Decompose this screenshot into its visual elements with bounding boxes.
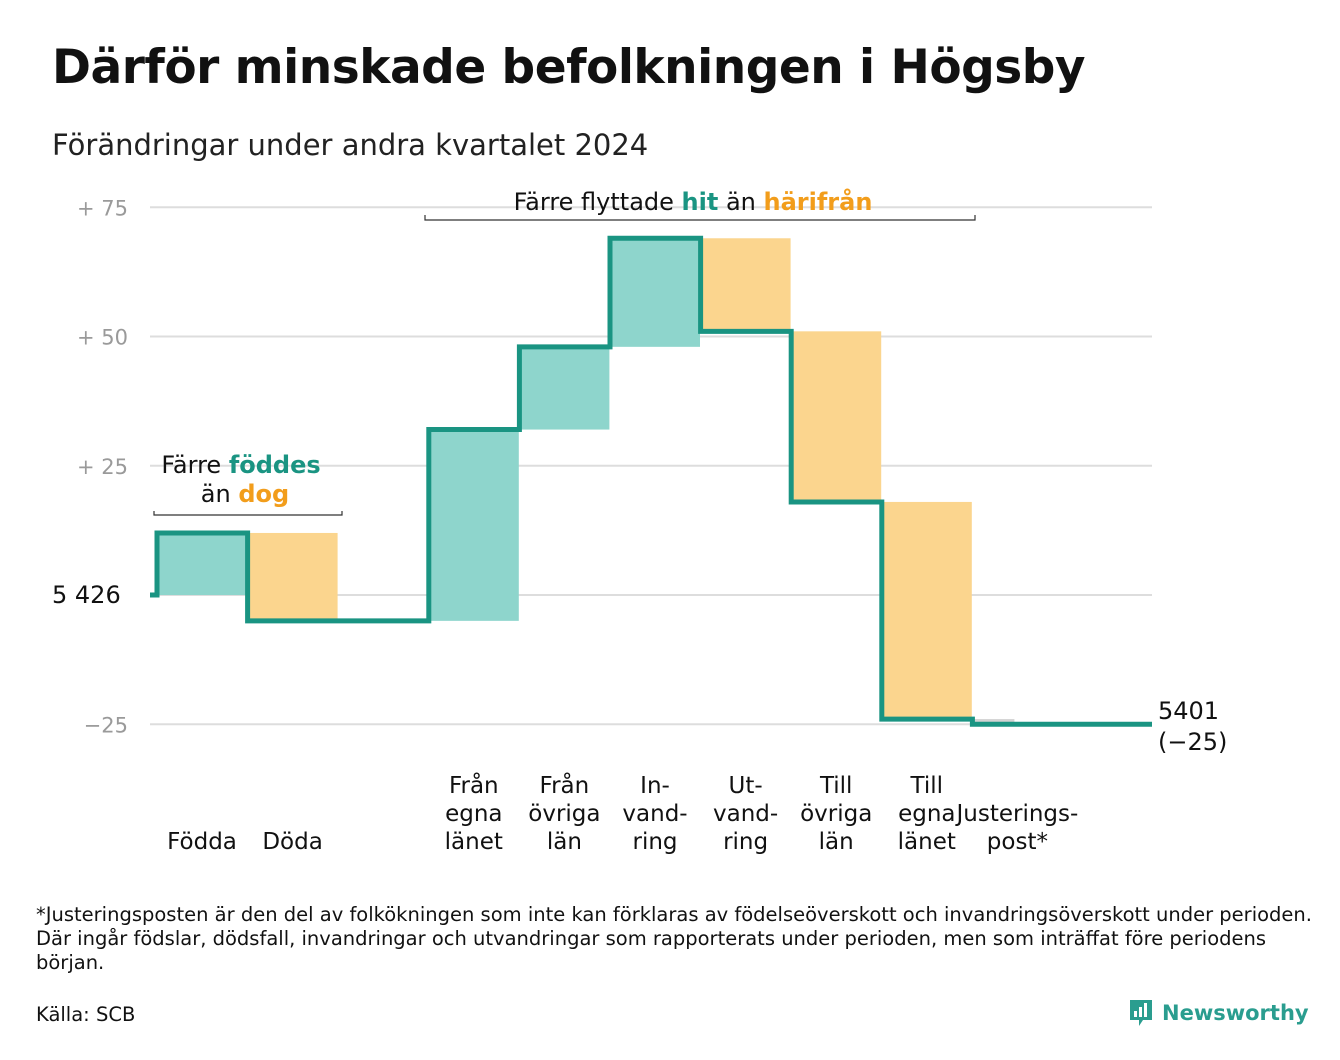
svg-text:Färre föddes: Färre föddes bbox=[161, 451, 320, 479]
bar-6 bbox=[700, 238, 791, 332]
migration-highlight-in: hit bbox=[682, 188, 719, 216]
x-label-7-1: övriga bbox=[800, 801, 872, 827]
bar-3 bbox=[428, 429, 519, 621]
bar-0 bbox=[157, 532, 247, 595]
x-label-8-1: egna bbox=[898, 801, 955, 827]
x-label-8-2: länet bbox=[898, 829, 956, 855]
x-label-5-1: vand- bbox=[622, 801, 687, 827]
x-label-5-2: ring bbox=[632, 829, 677, 855]
svg-text:Färre flyttade hit än härifrån: Färre flyttade hit än härifrån bbox=[514, 187, 873, 216]
cumulative-step-line bbox=[150, 235, 1152, 727]
chart-title: Därför minskade befolkningen i Högsby bbox=[52, 40, 1086, 95]
brand-logo: Newsworthy bbox=[1128, 998, 1309, 1028]
births-annotation-text: Färre bbox=[161, 451, 229, 479]
migration-annotation: Färre flyttade hit än härifrån bbox=[424, 187, 976, 221]
bar-5 bbox=[610, 238, 700, 347]
bar-4 bbox=[519, 346, 610, 430]
x-label-4-1: övriga bbox=[528, 801, 600, 827]
bar-8 bbox=[881, 501, 972, 720]
start-value-label: 5 426 bbox=[52, 581, 121, 609]
bar-1 bbox=[247, 532, 338, 621]
footnote: *Justeringsposten är den del av folkökni… bbox=[36, 903, 1312, 974]
migration-text-a: Färre flyttade bbox=[514, 188, 682, 216]
migration-text-c: än bbox=[718, 188, 763, 216]
y-axis-ticks: + 75 + 50 + 25 −25 bbox=[77, 196, 128, 737]
x-label-8-0: Till bbox=[910, 773, 944, 799]
x-label-9-1: post* bbox=[987, 829, 1048, 855]
x-label-1-0: Döda bbox=[262, 829, 322, 855]
x-label-4-0: Från bbox=[540, 771, 590, 799]
y-tick-label-0: + 75 bbox=[77, 196, 128, 220]
x-label-3-1: egna bbox=[445, 801, 502, 827]
x-label-3-0: Från bbox=[449, 771, 499, 799]
x-label-4-2: län bbox=[547, 829, 582, 855]
births-annotation: Färre föddes än dog bbox=[153, 451, 343, 516]
y-tick-label-2: + 25 bbox=[77, 455, 128, 479]
x-label-6-2: ring bbox=[723, 829, 768, 855]
births-annotation-text-2: än bbox=[201, 480, 239, 508]
migration-highlight-out: härifrån bbox=[764, 187, 873, 216]
x-label-3-2: länet bbox=[445, 829, 503, 855]
births-highlight: föddes bbox=[229, 451, 321, 479]
svg-text:än dog: än dog bbox=[201, 480, 289, 508]
y-tick-label-3: −25 bbox=[84, 713, 128, 737]
source-credit: Källa: SCB bbox=[36, 1003, 136, 1026]
x-axis-labels: Födda DödaFrånegnalänetFrånövrigalänIn-va… bbox=[167, 771, 1078, 855]
newsworthy-logo-icon bbox=[1130, 1000, 1152, 1026]
waterfall-chart: + 75+ 50+ 25−25 Födda DödaFrånegnalänetFr… bbox=[52, 187, 1227, 855]
x-label-7-0: Till bbox=[819, 773, 853, 799]
end-change-label: (−25) bbox=[1158, 728, 1227, 756]
x-label-7-2: län bbox=[819, 829, 854, 855]
x-label-5-0: In- bbox=[640, 773, 670, 799]
migration-bracket bbox=[424, 215, 976, 221]
end-value-label: 5401 bbox=[1158, 697, 1219, 725]
y-tick-label-1: + 50 bbox=[77, 326, 128, 350]
x-label-6-0: Ut- bbox=[729, 773, 763, 799]
births-bracket bbox=[153, 511, 343, 516]
x-label-9-0: Justerings- bbox=[954, 801, 1078, 827]
brand-name: Newsworthy bbox=[1162, 1001, 1309, 1025]
bar-9 bbox=[974, 719, 1015, 725]
deaths-highlight: dog bbox=[238, 480, 289, 508]
bars bbox=[157, 238, 1015, 725]
bar-7 bbox=[791, 331, 882, 502]
chart-subtitle: Förändringar under andra kvartalet 2024 bbox=[52, 128, 649, 162]
x-label-6-1: vand- bbox=[713, 801, 778, 827]
x-label-0-0: Födda bbox=[167, 829, 237, 855]
